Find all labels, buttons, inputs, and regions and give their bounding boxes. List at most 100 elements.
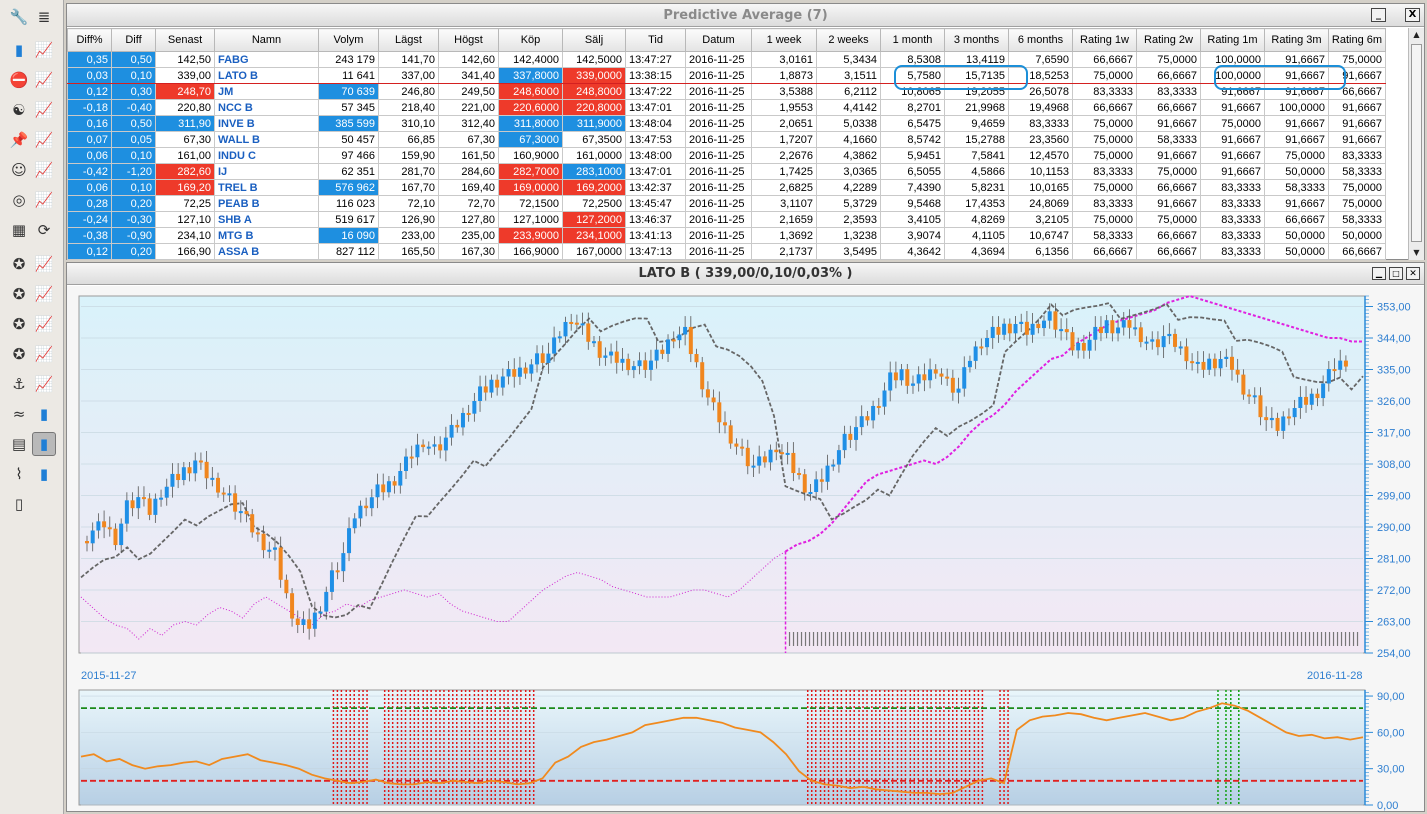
table-cell[interactable]: 2016-11-25: [685, 131, 752, 148]
table-cell[interactable]: 13:47:22: [625, 83, 686, 100]
table-cell[interactable]: 66,85: [378, 131, 439, 148]
table-cell[interactable]: 0,07: [67, 131, 112, 148]
table-cell[interactable]: 233,00: [378, 227, 439, 244]
table-cell[interactable]: 282,7000: [498, 163, 563, 180]
waveform-icon[interactable]: ⌇: [15, 465, 23, 483]
table-cell[interactable]: 66,6667: [1072, 51, 1137, 68]
table-cell[interactable]: 91,6667: [1328, 115, 1386, 132]
table-cell[interactable]: 3,4105: [880, 211, 945, 228]
table-cell[interactable]: 13:45:47: [625, 195, 686, 212]
ticker-name[interactable]: JM: [214, 83, 319, 100]
table-cell[interactable]: 66,6667: [1072, 99, 1137, 116]
column-header[interactable]: 2 weeks: [816, 28, 881, 52]
column-header[interactable]: 6 months: [1008, 28, 1073, 52]
table-cell[interactable]: 83,3333: [1328, 147, 1386, 164]
table-cell[interactable]: 75,0000: [1072, 115, 1137, 132]
table-cell[interactable]: 91,6667: [1136, 115, 1201, 132]
table-cell[interactable]: 142,4000: [498, 51, 563, 68]
table-cell[interactable]: 0,06: [67, 147, 112, 164]
spiral-icon[interactable]: ◎: [12, 191, 26, 209]
table-cell[interactable]: 576 962: [318, 179, 379, 196]
compass-icon[interactable]: ✪: [12, 345, 26, 363]
table-cell[interactable]: 169,20: [155, 179, 215, 196]
table-cell[interactable]: 16 090: [318, 227, 379, 244]
table-cell[interactable]: 281,70: [378, 163, 439, 180]
table-cell[interactable]: 58,3333: [1328, 163, 1386, 180]
column-header[interactable]: Lägst: [378, 28, 439, 52]
table-cell[interactable]: 6,5055: [880, 163, 945, 180]
table-cell[interactable]: 17,4353: [944, 195, 1009, 212]
ticker-name[interactable]: NCC B: [214, 99, 319, 116]
table-cell[interactable]: 91,6667: [1136, 147, 1201, 164]
table-cell[interactable]: 339,0000: [562, 67, 626, 84]
column-header[interactable]: 3 months: [944, 28, 1009, 52]
table-cell[interactable]: 66,6667: [1136, 227, 1201, 244]
table-row[interactable]: 0,28 0,20 72,25 PEAB B 116 023 72,10 72,70 72,1…: [67, 195, 1386, 212]
table-cell[interactable]: 12,4570: [1008, 147, 1073, 164]
table-cell[interactable]: 0,20: [111, 243, 156, 260]
compass-icon[interactable]: ✪: [12, 255, 26, 273]
chart-close-button[interactable]: ✕: [1406, 267, 1420, 280]
table-cell[interactable]: 3,2105: [1008, 211, 1073, 228]
table-cell[interactable]: 2,0651: [751, 115, 817, 132]
table-cell[interactable]: 66,6667: [1328, 243, 1386, 260]
table-cell[interactable]: 91,6667: [1328, 99, 1386, 116]
table-row[interactable]: 0,12 0,20 166,90 ASSA B 827 112 165,50 167,30 1…: [67, 243, 1386, 260]
table-cell[interactable]: 0,10: [111, 179, 156, 196]
table-cell[interactable]: 0,50: [111, 115, 156, 132]
table-cell[interactable]: 235,00: [438, 227, 499, 244]
table-cell[interactable]: 167,70: [378, 179, 439, 196]
table-cell[interactable]: 91,6667: [1200, 131, 1265, 148]
table-cell[interactable]: 13:47:01: [625, 163, 686, 180]
table-cell[interactable]: 3,1107: [751, 195, 817, 212]
table-cell[interactable]: 5,3729: [816, 195, 881, 212]
table-cell[interactable]: 827 112: [318, 243, 379, 260]
table-cell[interactable]: 13:47:27: [625, 51, 686, 68]
table-cell[interactable]: 75,0000: [1328, 195, 1386, 212]
table-cell[interactable]: 310,10: [378, 115, 439, 132]
table-cell[interactable]: 15,2788: [944, 131, 1009, 148]
table-cell[interactable]: 165,50: [378, 243, 439, 260]
table-cell[interactable]: 67,3000: [498, 131, 563, 148]
table-cell[interactable]: 75,0000: [1328, 51, 1386, 68]
table-cell[interactable]: 10,1153: [1008, 163, 1073, 180]
table-cell[interactable]: 58,3333: [1072, 227, 1137, 244]
pin-icon[interactable]: 📌: [9, 131, 29, 149]
table-cell[interactable]: 220,8000: [562, 99, 626, 116]
table-cell[interactable]: 58,3333: [1136, 131, 1201, 148]
table-cell[interactable]: 66,6667: [1072, 243, 1137, 260]
table-cell[interactable]: 142,5000: [562, 51, 626, 68]
table-cell[interactable]: 2016-11-25: [685, 243, 752, 260]
table-cell[interactable]: 3,0161: [751, 51, 817, 68]
ticker-name[interactable]: ASSA B: [214, 243, 319, 260]
table-cell[interactable]: 75,0000: [1136, 163, 1201, 180]
table-cell[interactable]: 10,6747: [1008, 227, 1073, 244]
table-cell[interactable]: 5,8231: [944, 179, 1009, 196]
compass-icon[interactable]: ✪: [12, 285, 26, 303]
table-cell[interactable]: 142,50: [155, 51, 215, 68]
line-chart-icon[interactable]: 📈: [34, 41, 54, 59]
table-cell[interactable]: 249,50: [438, 83, 499, 100]
table-cell[interactable]: 1,7207: [751, 131, 817, 148]
table-cell[interactable]: 67,3500: [562, 131, 626, 148]
table-cell[interactable]: 67,30: [155, 131, 215, 148]
table-cell[interactable]: 142,60: [438, 51, 499, 68]
bar-chart-icon[interactable]: ▮: [14, 41, 24, 59]
table-cell[interactable]: 75,0000: [1072, 179, 1137, 196]
table-cell[interactable]: 1,8873: [751, 67, 817, 84]
table-cell[interactable]: 0,20: [111, 195, 156, 212]
ticker-name[interactable]: LATO B: [214, 67, 319, 84]
page-icon[interactable]: ▯: [14, 495, 24, 513]
table-row[interactable]: -0,38 -0,90 234,10 MTG B 16 090 233,00 235,00 2…: [67, 227, 1386, 244]
table-cell[interactable]: 1,7425: [751, 163, 817, 180]
table-cell[interactable]: 311,90: [155, 115, 215, 132]
table-cell[interactable]: 311,9000: [562, 115, 626, 132]
table-cell[interactable]: 83,3333: [1072, 163, 1137, 180]
table-cell[interactable]: -0,90: [111, 227, 156, 244]
table-cell[interactable]: 2,1659: [751, 211, 817, 228]
table-cell[interactable]: 220,80: [155, 99, 215, 116]
scrollbar-thumb[interactable]: [1411, 44, 1422, 242]
table-cell[interactable]: 3,0365: [816, 163, 881, 180]
table-cell[interactable]: -0,40: [111, 99, 156, 116]
table-cell[interactable]: 161,00: [155, 147, 215, 164]
